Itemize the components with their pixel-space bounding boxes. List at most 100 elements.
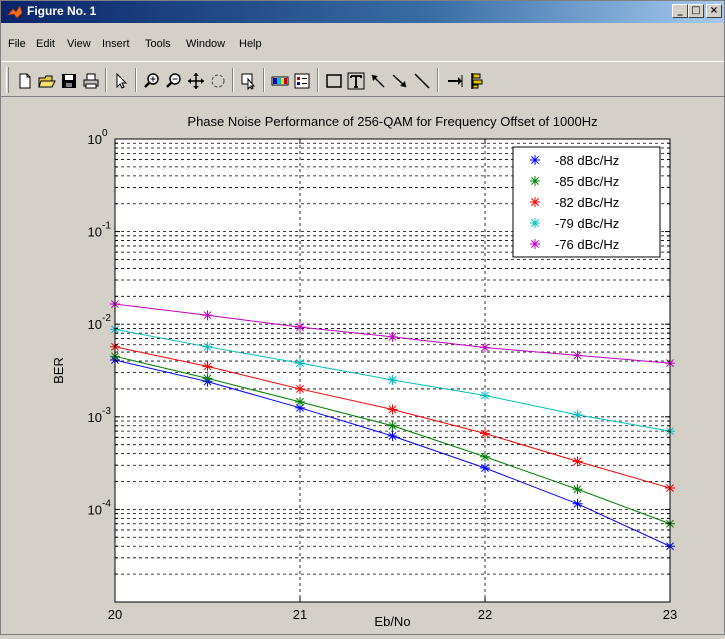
menu-help[interactable]: Help <box>239 38 262 50</box>
data-point <box>202 341 213 352</box>
legend-marker <box>530 197 540 207</box>
y-tick-base: 10 <box>88 410 102 425</box>
menu-view[interactable]: View <box>67 38 91 50</box>
data-point <box>295 383 305 394</box>
data-point <box>480 342 490 353</box>
data-point <box>480 390 490 401</box>
legend-icon[interactable] <box>293 72 311 90</box>
maximize-button[interactable]: □ <box>688 4 704 18</box>
point-marker <box>387 404 398 415</box>
maximize-icon: □ <box>691 5 701 16</box>
menu-window[interactable]: Window <box>186 38 226 50</box>
data-point <box>387 331 398 342</box>
data-point <box>572 409 583 420</box>
point-marker <box>202 310 213 321</box>
point-marker <box>480 451 490 462</box>
legend-label: -76 dBc/Hz <box>555 237 619 252</box>
data-cursor-icon[interactable] <box>240 72 258 90</box>
y-tick-label: 10 0 <box>88 128 108 147</box>
point-marker <box>387 374 398 385</box>
print-icon[interactable] <box>82 72 100 90</box>
data-point <box>387 431 398 442</box>
property-icon[interactable] <box>467 72 485 90</box>
menu-edit[interactable]: Edit <box>36 38 55 50</box>
point-marker <box>387 431 398 442</box>
legend-item: -88 dBc/Hz <box>530 153 619 168</box>
point-marker <box>387 331 398 342</box>
save-icon[interactable] <box>60 72 78 90</box>
select-arrow-icon[interactable] <box>112 72 130 90</box>
data-point <box>202 373 213 384</box>
y-tick-base: 10 <box>88 132 102 147</box>
menu-tools[interactable]: Tools <box>145 38 171 50</box>
series-3 <box>110 341 675 494</box>
y-tick-base: 10 <box>88 502 102 517</box>
y-tick-exponent: -3 <box>102 406 111 417</box>
new-figure-icon[interactable] <box>16 72 34 90</box>
pan-icon[interactable] <box>187 72 205 90</box>
data-point <box>480 451 490 462</box>
data-point <box>295 358 305 369</box>
close-button[interactable]: × <box>706 4 722 18</box>
legend-label: -79 dBc/Hz <box>555 216 619 231</box>
arrow-line-icon[interactable] <box>391 72 409 90</box>
y-tick-label: 10 -1 <box>88 221 112 240</box>
toolbar-separator <box>135 68 137 92</box>
window-title: Figure No. 1 <box>27 4 97 18</box>
point-marker <box>572 484 583 495</box>
zoom-out-icon[interactable] <box>165 72 183 90</box>
point-marker <box>295 396 305 407</box>
y-axis-label: BER <box>51 357 66 384</box>
y-tick-label: 10 -4 <box>88 498 112 517</box>
data-point <box>387 374 398 385</box>
data-point <box>202 310 213 321</box>
legend-marker <box>530 176 540 186</box>
data-point <box>572 456 583 467</box>
minimize-button[interactable]: _ <box>672 4 688 18</box>
data-point <box>480 428 490 439</box>
axes-box <box>114 138 671 603</box>
y-tick-exponent: -2 <box>102 313 111 324</box>
zoom-in-icon[interactable] <box>143 72 161 90</box>
legend-item: -85 dBc/Hz <box>530 174 619 189</box>
rectangle-icon[interactable] <box>325 72 343 90</box>
menu-file[interactable]: File <box>8 38 26 50</box>
legend-item: -79 dBc/Hz <box>530 216 619 231</box>
text-icon[interactable] <box>347 72 365 90</box>
toolbar <box>1 61 724 97</box>
y-tick-base: 10 <box>88 317 102 332</box>
title-bar[interactable]: Figure No. 1 _ □ × <box>1 1 724 23</box>
arrow-icon[interactable] <box>369 72 387 90</box>
point-marker <box>572 456 583 467</box>
point-marker <box>480 428 490 439</box>
rotate-icon[interactable] <box>209 72 227 90</box>
legend[interactable]: -88 dBc/Hz -85 dBc/Hz -82 dBc/Hz -79 dBc/Hz… <box>512 146 661 258</box>
point-marker <box>572 409 583 420</box>
point-marker <box>202 373 213 384</box>
open-file-icon[interactable] <box>38 72 56 90</box>
legend-label: -85 dBc/Hz <box>555 174 619 189</box>
y-tick-base: 10 <box>88 225 102 240</box>
menu-insert[interactable]: Insert <box>102 38 130 50</box>
y-tick-exponent: -4 <box>102 498 111 509</box>
point-marker <box>202 361 213 372</box>
toolbar-grip[interactable] <box>6 67 9 93</box>
point-marker <box>295 322 305 333</box>
x-tick-label: 22 <box>478 607 492 622</box>
toolbar-separator <box>105 68 107 92</box>
data-point <box>295 396 305 407</box>
point-marker <box>387 420 398 431</box>
legend-marker <box>530 239 540 249</box>
point-marker <box>480 390 490 401</box>
point-marker <box>480 342 490 353</box>
line-icon[interactable] <box>413 72 431 90</box>
colorbar-icon[interactable] <box>271 72 289 90</box>
toolbar-separator <box>263 68 265 92</box>
dock-icon[interactable] <box>446 72 464 90</box>
point-marker <box>480 462 490 473</box>
data-point <box>387 420 398 431</box>
legend-label: -82 dBc/Hz <box>555 195 619 210</box>
point-marker <box>202 341 213 352</box>
